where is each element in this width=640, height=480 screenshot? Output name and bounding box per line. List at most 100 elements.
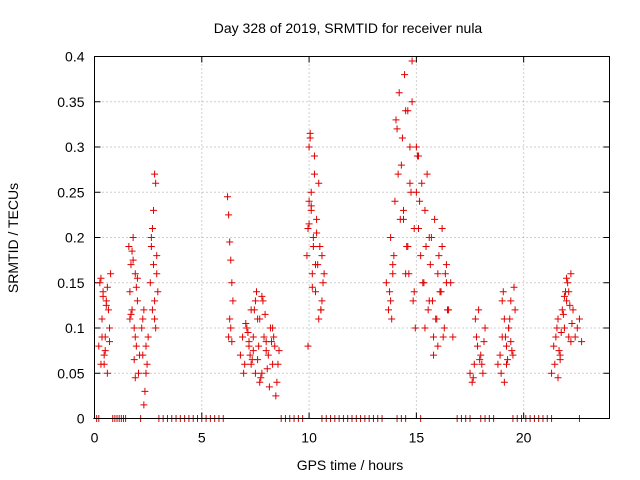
data-point: [125, 243, 133, 251]
data-point: [396, 215, 404, 223]
data-point: [152, 324, 160, 332]
data-point: [405, 270, 413, 278]
data-point: [410, 224, 418, 232]
data-point: [421, 324, 429, 332]
data-point: [400, 206, 407, 214]
data-point: [554, 315, 562, 323]
data-point: [562, 288, 570, 296]
data-point: [567, 270, 575, 278]
data-point: [147, 234, 155, 241]
data-point: [241, 360, 249, 368]
data-point: [309, 234, 317, 241]
data-point: [236, 351, 244, 359]
data-point: [479, 369, 487, 377]
data-point: [106, 338, 114, 346]
data-point: [573, 324, 581, 332]
data-point: [258, 369, 266, 377]
data-point: [480, 338, 488, 346]
data-point: [126, 288, 134, 296]
data-point: [505, 324, 513, 332]
data-point: [510, 283, 518, 291]
data-point: [250, 306, 258, 314]
data-point: [315, 315, 323, 323]
data-point: [494, 360, 502, 368]
data-point: [143, 360, 151, 368]
data-point: [264, 351, 272, 359]
data-point: [552, 333, 560, 341]
data-point: [506, 315, 514, 323]
data-point: [262, 347, 270, 355]
data-point: [438, 243, 446, 251]
data-point: [251, 369, 259, 377]
data-point: [388, 315, 396, 323]
data-point: [440, 324, 448, 332]
data-point: [248, 356, 256, 364]
data-point: [571, 333, 579, 341]
data-point: [550, 342, 558, 350]
y-tick-label: 0.2: [65, 230, 85, 246]
data-point: [130, 324, 138, 332]
data-point: [575, 315, 583, 323]
data-point: [142, 369, 150, 377]
data-point: [476, 356, 484, 364]
data-point: [225, 333, 233, 341]
data-point: [128, 306, 136, 314]
data-point: [503, 360, 510, 368]
y-tick-label: 0.05: [57, 365, 84, 381]
data-point: [150, 206, 158, 214]
data-point: [265, 383, 273, 391]
data-point: [154, 288, 162, 296]
data-point: [423, 170, 431, 178]
data-point: [133, 274, 141, 282]
data-point: [101, 347, 109, 355]
data-point: [438, 224, 446, 232]
y-tick-label: 0.35: [57, 94, 84, 110]
data-point: [243, 324, 251, 332]
data-point: [103, 369, 111, 377]
data-point: [274, 360, 282, 368]
data-point: [391, 197, 399, 205]
data-point: [228, 279, 236, 287]
data-point: [475, 306, 483, 314]
data-point: [507, 297, 515, 305]
data-point: [449, 333, 457, 341]
data-point: [421, 206, 429, 214]
data-point: [128, 247, 136, 255]
x-tick-label: 5: [198, 430, 206, 446]
data-point: [97, 274, 105, 282]
data-point: [239, 333, 247, 341]
data-point: [428, 297, 436, 305]
data-point: [307, 188, 315, 196]
data-point: [151, 297, 159, 305]
data-point: [246, 351, 254, 359]
data-point: [312, 288, 320, 296]
data-point: [312, 261, 320, 269]
data-point: [501, 333, 509, 341]
data-point: [500, 378, 508, 386]
data-point: [151, 315, 159, 323]
data-point: [434, 270, 442, 278]
data-point: [384, 306, 392, 314]
data-point: [147, 243, 155, 251]
y-tick-label: 0.4: [65, 49, 85, 65]
data-point: [406, 143, 414, 151]
data-point: [474, 342, 482, 350]
data-point: [565, 333, 573, 341]
data-point: [254, 315, 262, 323]
data-point: [131, 333, 139, 341]
data-point: [258, 292, 266, 300]
data-point: [148, 224, 156, 232]
data-point: [132, 283, 140, 291]
data-point: [270, 333, 278, 341]
data-point: [141, 387, 149, 395]
data-point: [401, 71, 409, 79]
data-point: [318, 252, 326, 260]
data-point: [226, 238, 234, 246]
y-tick-label: 0: [77, 411, 85, 427]
data-point: [255, 342, 263, 350]
data-point: [253, 288, 261, 296]
data-point: [263, 365, 271, 373]
x-axis-label: GPS time / hours: [297, 457, 404, 473]
data-point: [261, 310, 269, 318]
data-point: [99, 292, 107, 300]
